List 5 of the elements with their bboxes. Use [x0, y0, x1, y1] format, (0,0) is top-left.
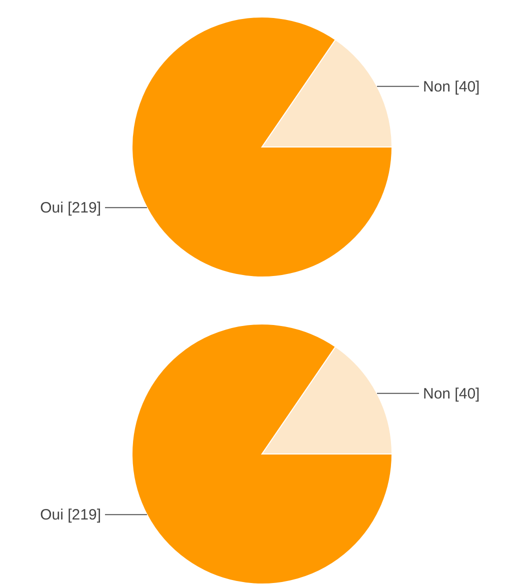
slice-label: Non [40]	[422, 78, 480, 96]
slice-label: Oui [219]	[40, 200, 102, 217]
pie-slice	[132, 16, 392, 278]
slice-label: Oui [219]	[40, 506, 102, 524]
slice-label: Non [40]	[422, 385, 480, 402]
